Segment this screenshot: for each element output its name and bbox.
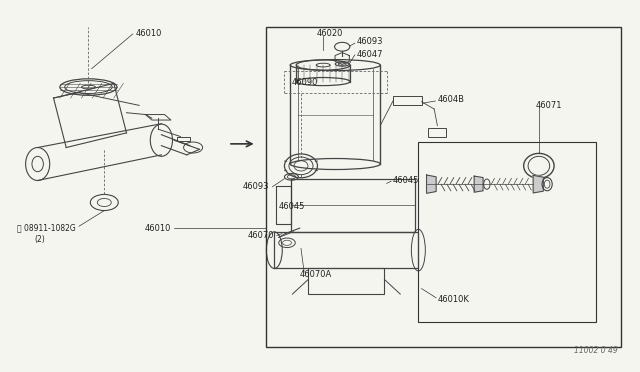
Bar — [419, 142, 596, 321]
Text: 46070A: 46070A — [300, 270, 332, 279]
Text: 46071: 46071 — [536, 101, 562, 110]
Bar — [428, 128, 445, 137]
Text: (2): (2) — [35, 235, 45, 244]
Text: 46093: 46093 — [243, 182, 269, 191]
Text: 46010: 46010 — [145, 224, 171, 232]
Text: 46020: 46020 — [317, 29, 343, 38]
Text: 46010: 46010 — [136, 29, 163, 38]
Text: 46045: 46045 — [279, 202, 305, 211]
Bar — [393, 96, 422, 105]
Text: 46047: 46047 — [356, 49, 383, 58]
Polygon shape — [427, 175, 436, 193]
Bar — [266, 26, 621, 347]
Text: 46070: 46070 — [248, 231, 275, 240]
Text: Ⓝ 08911-1082G: Ⓝ 08911-1082G — [17, 224, 76, 232]
Text: 11002 0 49: 11002 0 49 — [575, 346, 618, 355]
Text: 4604B: 4604B — [437, 95, 465, 105]
Text: 46045: 46045 — [393, 176, 419, 185]
Text: 46090: 46090 — [292, 78, 319, 87]
Polygon shape — [533, 175, 543, 193]
Text: 46093: 46093 — [356, 37, 383, 46]
Text: 46010K: 46010K — [437, 295, 469, 304]
Polygon shape — [474, 176, 483, 192]
